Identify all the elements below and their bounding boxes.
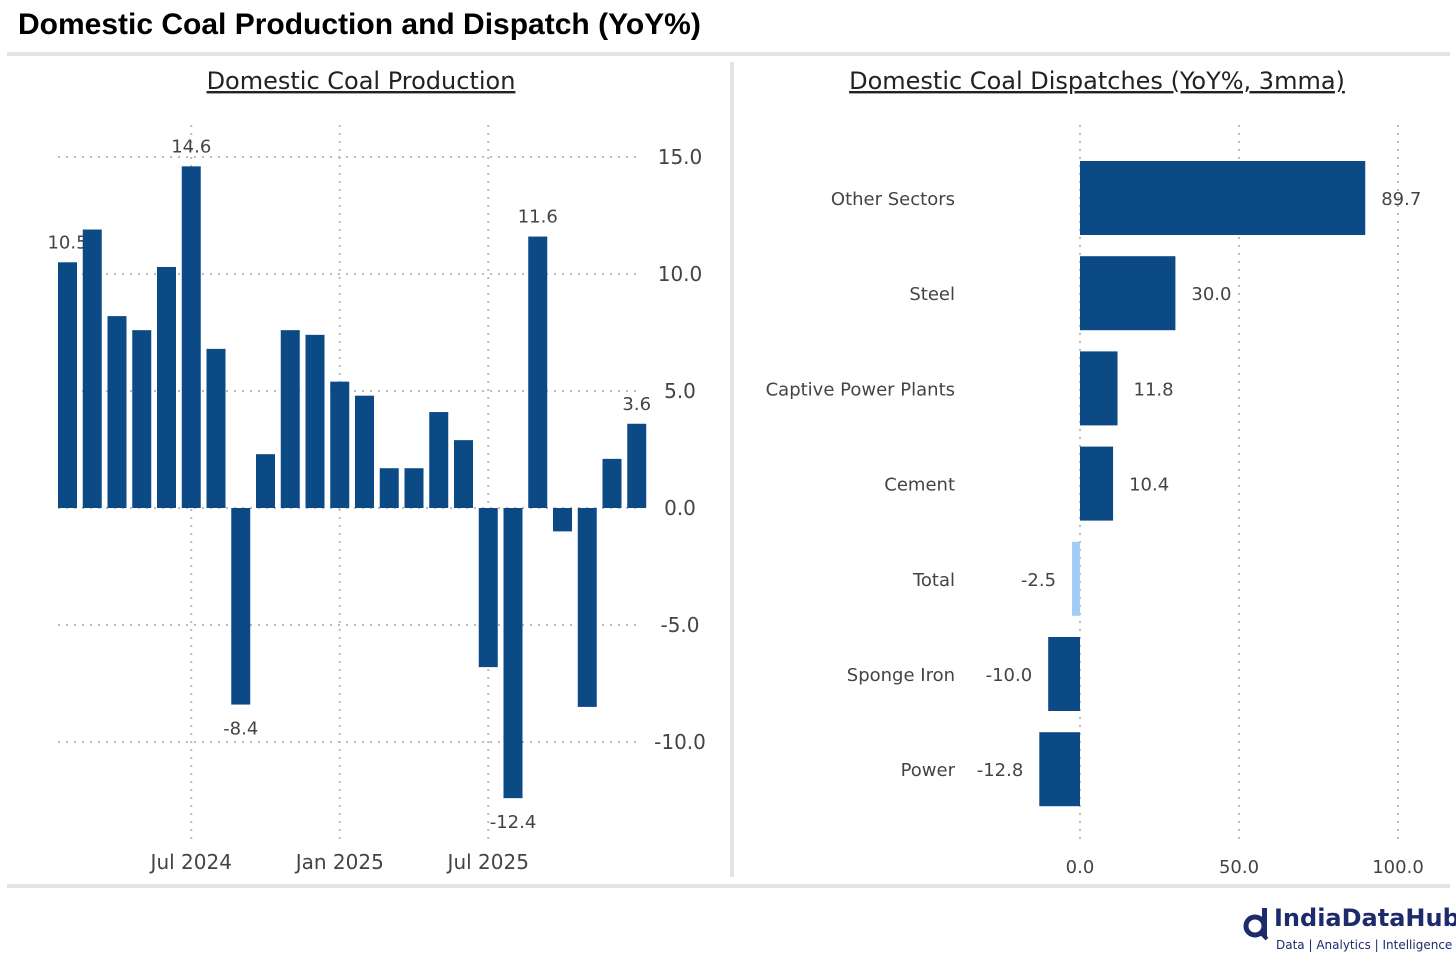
main-title: Domestic Coal Production and Dispatch (Y… [18,8,701,41]
logo-icon [1243,908,1269,941]
data-label: 3.6 [622,394,651,415]
bar [1048,637,1080,711]
bar [157,266,176,508]
y-tick-label: 15.0 [658,145,703,169]
data-label: -8.4 [223,719,258,740]
value-label: -12.8 [977,760,1024,781]
bar [231,508,251,705]
bar [553,508,572,532]
panel-divider [730,62,734,877]
left-chart-title: Domestic Coal Production [207,67,516,95]
value-label: -2.5 [1021,570,1056,591]
bar [280,330,300,508]
bottom-divider [7,884,1450,888]
bar [256,454,275,508]
bar [503,508,523,799]
value-label: 30.0 [1191,284,1231,305]
bar [206,348,226,508]
x-tick-label: 100.0 [1372,857,1424,878]
category-label: Steel [909,284,955,305]
bar [602,458,622,508]
bar [330,381,350,508]
bar [627,423,647,508]
bar [132,330,152,508]
top-divider [7,52,1450,56]
y-tick-label: -5.0 [660,613,699,637]
data-label: 10.5 [47,232,87,253]
bar [305,334,325,508]
y-tick-label: -10.0 [654,730,706,754]
bar [1039,732,1080,807]
y-tick-label: 0.0 [664,496,696,520]
x-tick-label: Jul 2024 [149,850,232,874]
value-label: 89.7 [1381,189,1421,210]
bar [577,508,597,707]
bar [58,262,77,508]
x-tick-label: 50.0 [1219,857,1259,878]
bar [355,395,374,508]
bar [379,468,399,508]
bar [181,166,201,509]
category-label: Captive Power Plants [766,379,955,400]
bar [454,440,473,508]
bar [1080,446,1114,521]
bar [478,508,498,668]
y-tick-label: 10.0 [658,262,703,286]
data-label: -12.4 [490,812,537,833]
bar [107,316,127,508]
right-chart-title: Domestic Coal Dispatches (YoY%, 3mma) [849,67,1345,95]
logo-name: IndiaDataHub [1274,904,1456,932]
bar [429,412,449,508]
category-label: Cement [884,475,955,496]
y-tick-label: 5.0 [664,379,696,403]
x-tick-label: Jan 2025 [294,850,384,874]
bar [1072,541,1080,616]
category-label: Power [901,760,956,781]
logo-tagline: Data | Analytics | Intelligence [1276,938,1453,952]
x-tick-label: Jul 2025 [446,850,529,874]
category-label: Total [912,570,955,591]
bar [1080,351,1118,426]
value-label: 10.4 [1129,475,1169,496]
value-label: 11.8 [1134,379,1174,400]
bar [528,236,548,508]
x-tick-label: 0.0 [1066,857,1095,878]
bar [1080,161,1366,235]
category-label: Other Sectors [831,189,955,210]
value-label: -10.0 [986,665,1033,686]
category-label: Sponge Iron [847,665,955,686]
data-label: 14.6 [171,136,211,157]
data-label: 11.6 [518,207,558,228]
bar [82,229,102,509]
bar [404,468,424,508]
bar [1080,256,1176,331]
